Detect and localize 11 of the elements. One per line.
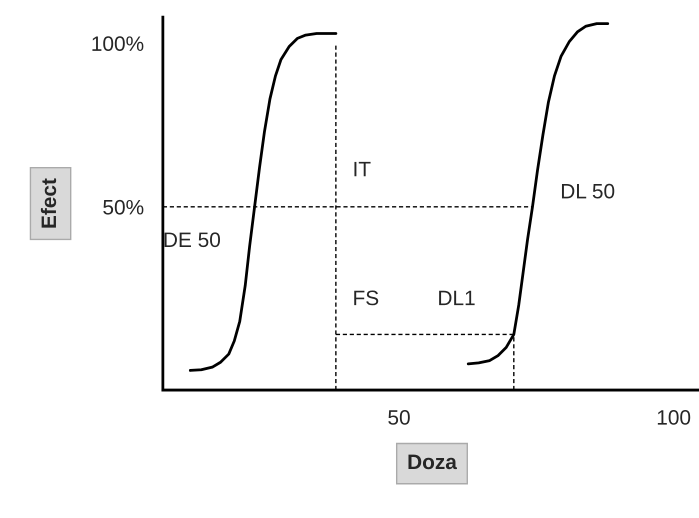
x-tick-label: 50 xyxy=(388,410,410,425)
annotation: DL 50 xyxy=(562,184,614,199)
annotation: FS xyxy=(354,290,378,306)
y-tick-label: 50% xyxy=(103,200,144,215)
x-axis-title: Doza xyxy=(408,454,457,470)
annotation: DL1 xyxy=(439,290,475,306)
annotation: IT xyxy=(354,162,371,176)
x-tick-label: 100 xyxy=(658,410,690,425)
y-axis-title: Efect xyxy=(40,178,56,228)
y-tick-label: 100% xyxy=(92,36,144,52)
annotation: DE 50 xyxy=(164,232,220,248)
